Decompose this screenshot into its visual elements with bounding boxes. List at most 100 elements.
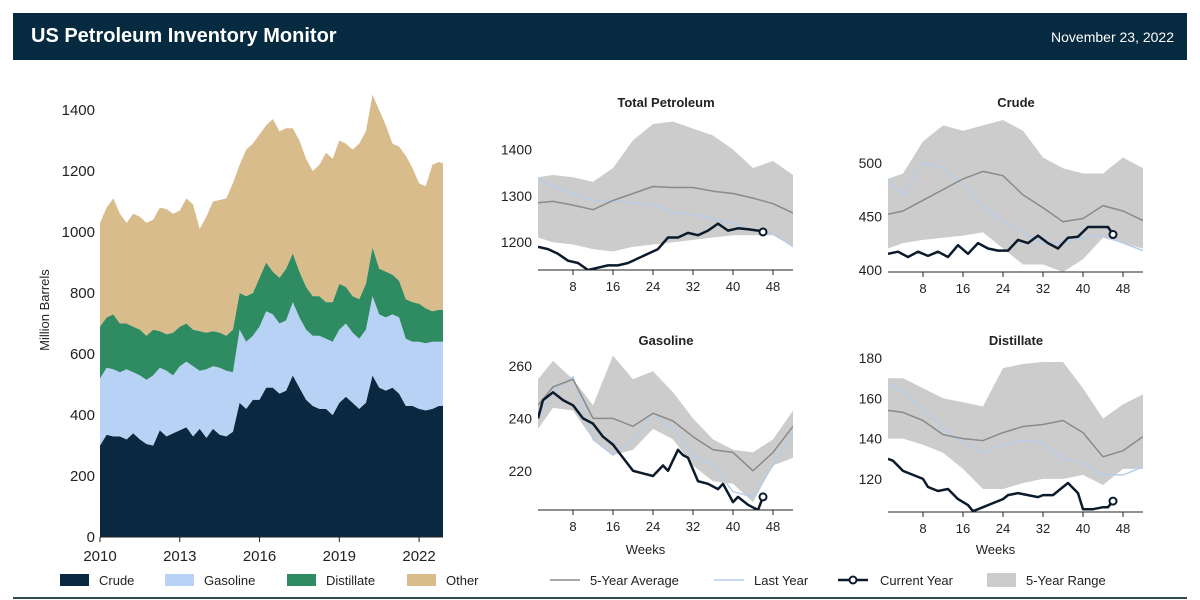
- x-tick-label: 2019: [323, 548, 356, 565]
- divider: [13, 597, 1187, 599]
- x-tick-label: 2022: [402, 548, 435, 565]
- x-tick-label: 40: [726, 279, 740, 294]
- legend-label-current-year: Current Year: [880, 573, 954, 588]
- legend-swatch-range: [987, 573, 1016, 587]
- legend-label-distillate: Distillate: [326, 573, 375, 588]
- legend-label-average: 5-Year Average: [590, 573, 679, 588]
- y-tick-label: 600: [70, 346, 95, 363]
- legend-swatch-gasoline: [165, 574, 194, 586]
- current-year-line: [538, 391, 765, 510]
- x-tick-label: 2016: [243, 548, 276, 565]
- current-year-line: [538, 222, 764, 270]
- x-tick-label: 32: [686, 519, 700, 534]
- x-tick-label: 2013: [163, 548, 196, 565]
- x-tick-label: 48: [1116, 281, 1130, 296]
- y-tick-label: 0: [87, 529, 95, 546]
- area-distillate: [100, 247, 443, 380]
- current-week-marker: [758, 492, 768, 502]
- x-tick-label: 48: [766, 519, 780, 534]
- area-crude: [100, 375, 443, 537]
- legend-swatch-distillate: [287, 574, 316, 586]
- y-tick-label: 160: [859, 390, 883, 406]
- x-tick-label: 8: [569, 519, 576, 534]
- y-tick-label: 140: [859, 431, 883, 447]
- x-tick-label: 40: [1076, 521, 1090, 536]
- y-tick-label: 1200: [62, 163, 95, 180]
- chart-crude: Crude 8 16 24 32 40 48 400 450 500: [859, 95, 1143, 296]
- x-tick-label: 48: [766, 279, 780, 294]
- y-tick-label: 800: [70, 285, 95, 302]
- legend-swatch-crude: [60, 574, 89, 586]
- x-axis-label: Weeks: [626, 542, 666, 557]
- x-tick-label: 40: [726, 519, 740, 534]
- current-year-line: [888, 457, 1114, 512]
- y-tick-label: 1300: [501, 188, 532, 204]
- legend-label-gasoline: Gasoline: [204, 573, 255, 588]
- page-title: US Petroleum Inventory Monitor: [31, 25, 337, 47]
- five-year-range-area: [538, 355, 793, 503]
- y-tick-label: 400: [70, 407, 95, 424]
- five-year-average-line: [888, 409, 1143, 458]
- chart-title: Total Petroleum: [617, 95, 714, 110]
- x-tick-label: 32: [686, 279, 700, 294]
- y-tick-label: 500: [859, 155, 883, 171]
- chart-title: Distillate: [989, 333, 1043, 348]
- x-tick-label: 16: [956, 281, 970, 296]
- legend-label-range: 5-Year Range: [1026, 573, 1106, 588]
- report-date: November 23, 2022: [1051, 29, 1174, 45]
- x-tick-label: 24: [646, 279, 660, 294]
- five-year-average-line: [538, 185, 793, 214]
- header-bar: US Petroleum Inventory Monitor November …: [13, 13, 1187, 60]
- current-week-marker: [1108, 496, 1118, 506]
- chart-title: Gasoline: [639, 333, 694, 348]
- y-tick-label: 450: [859, 208, 883, 224]
- x-tick-label: 2010: [83, 548, 116, 565]
- y-tick-label: 1400: [62, 102, 95, 119]
- five-year-average-line: [538, 378, 793, 472]
- x-tick-label: 8: [919, 521, 926, 536]
- legend-label-crude: Crude: [99, 573, 134, 588]
- legend-label-other: Other: [446, 573, 479, 588]
- chart-total-petroleum: Total Petroleum 8 16 24 32 40 48 1200 1300 1400: [501, 95, 793, 294]
- y-tick-label: 1200: [501, 234, 532, 250]
- y-tick-label: 200: [70, 468, 95, 485]
- y-tick-label: 180: [859, 350, 883, 366]
- legend-marker-current-year: [848, 575, 858, 585]
- y-tick-label: 240: [509, 410, 533, 426]
- five-year-average-line: [888, 170, 1143, 223]
- last-year-line: [888, 162, 1143, 252]
- y-tick-label: 1000: [62, 224, 95, 241]
- y-tick-label: 260: [509, 358, 533, 374]
- x-tick-label: 8: [919, 281, 926, 296]
- x-tick-label: 24: [996, 281, 1010, 296]
- stacked-area-chart: 0 200 400 600 800 1000 1200 1400 2010 2013 2016 201…: [37, 94, 479, 588]
- x-tick-label: 16: [606, 279, 620, 294]
- y-tick-label: 1400: [501, 141, 532, 157]
- current-week-marker: [1108, 230, 1118, 240]
- x-tick-label: 16: [956, 521, 970, 536]
- x-tick-label: 48: [1116, 521, 1130, 536]
- y-tick-label: 120: [859, 471, 883, 487]
- x-tick-label: 24: [646, 519, 660, 534]
- area-gasoline: [100, 296, 443, 446]
- x-tick-label: 24: [996, 521, 1010, 536]
- chart-gasoline: Gasoline 8 16 24 32 40 48 220 240 260 Weeks: [509, 333, 793, 557]
- y-tick-label: 400: [859, 262, 883, 278]
- five-year-range-area: [888, 120, 1143, 272]
- area-other: [100, 94, 443, 336]
- x-tick-label: 40: [1076, 281, 1090, 296]
- x-axis-label: Weeks: [976, 542, 1016, 557]
- x-tick-label: 32: [1036, 281, 1050, 296]
- chart-distillate: Distillate 8 16 24 32 40 48 120 140 160 180 Weeks: [859, 333, 1143, 557]
- x-tick-label: 16: [606, 519, 620, 534]
- five-year-range-area: [888, 362, 1143, 489]
- current-week-marker: [758, 227, 768, 237]
- current-year-line: [888, 225, 1115, 259]
- x-tick-label: 8: [569, 279, 576, 294]
- legend-label-last-year: Last Year: [754, 573, 809, 588]
- y-axis-label: Million Barrels: [37, 269, 52, 351]
- last-year-line: [888, 381, 1143, 476]
- weekly-legend: 5-Year Average Last Year Current Year 5-Yea…: [550, 573, 1106, 588]
- legend-swatch-other: [407, 574, 436, 586]
